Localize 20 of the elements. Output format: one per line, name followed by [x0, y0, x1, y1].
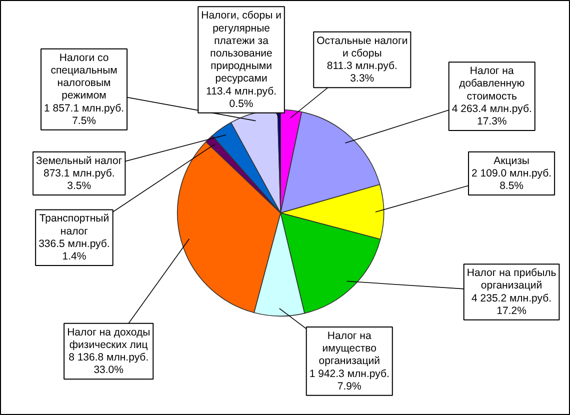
slice-label: Налог на прибыль организаций — [466, 267, 557, 292]
slice-label: Земельный налог — [36, 154, 122, 167]
slice-label: Налог на имущество организаций — [318, 330, 380, 368]
data-label: 1 942.3 млн.руб. 7.9% — [309, 368, 390, 392]
data-label: 873.1 млн.руб. 3.5% — [43, 167, 115, 192]
slice-label: Налоги, сборы и регулярные платежи за пользование природными ресурсами — [201, 10, 282, 85]
data-label: 4 235.2 млн.руб. 17.2% — [472, 292, 552, 317]
data-label: 1 857.1 млн.руб. 7.5% — [44, 102, 124, 127]
data-label: 113.4 млн.руб. 0.5% — [206, 85, 277, 110]
slice-label: Налог на добавленную стоимость — [459, 65, 525, 102]
slice-label: Акцизы — [494, 154, 530, 167]
data-label: 2 109.0 млн.руб. 8.5% — [472, 167, 552, 192]
data-label: 811.3 млн.руб. 3.3% — [326, 60, 398, 85]
data-label: 4 263.4 млн.руб. 17.3% — [452, 102, 532, 128]
slice-label: Транспортный налог — [39, 212, 110, 238]
data-label: 8 136.8 млн.руб. 33.0% — [68, 352, 149, 376]
data-label: 336.5 млн.руб. 1.4% — [38, 238, 110, 263]
slice-label: Налоги со специальным налоговым режимом — [50, 52, 118, 102]
slice-label: Налог на доходы физических лиц — [67, 326, 150, 351]
slice-label: Остальные налоги и сборы — [316, 34, 408, 60]
